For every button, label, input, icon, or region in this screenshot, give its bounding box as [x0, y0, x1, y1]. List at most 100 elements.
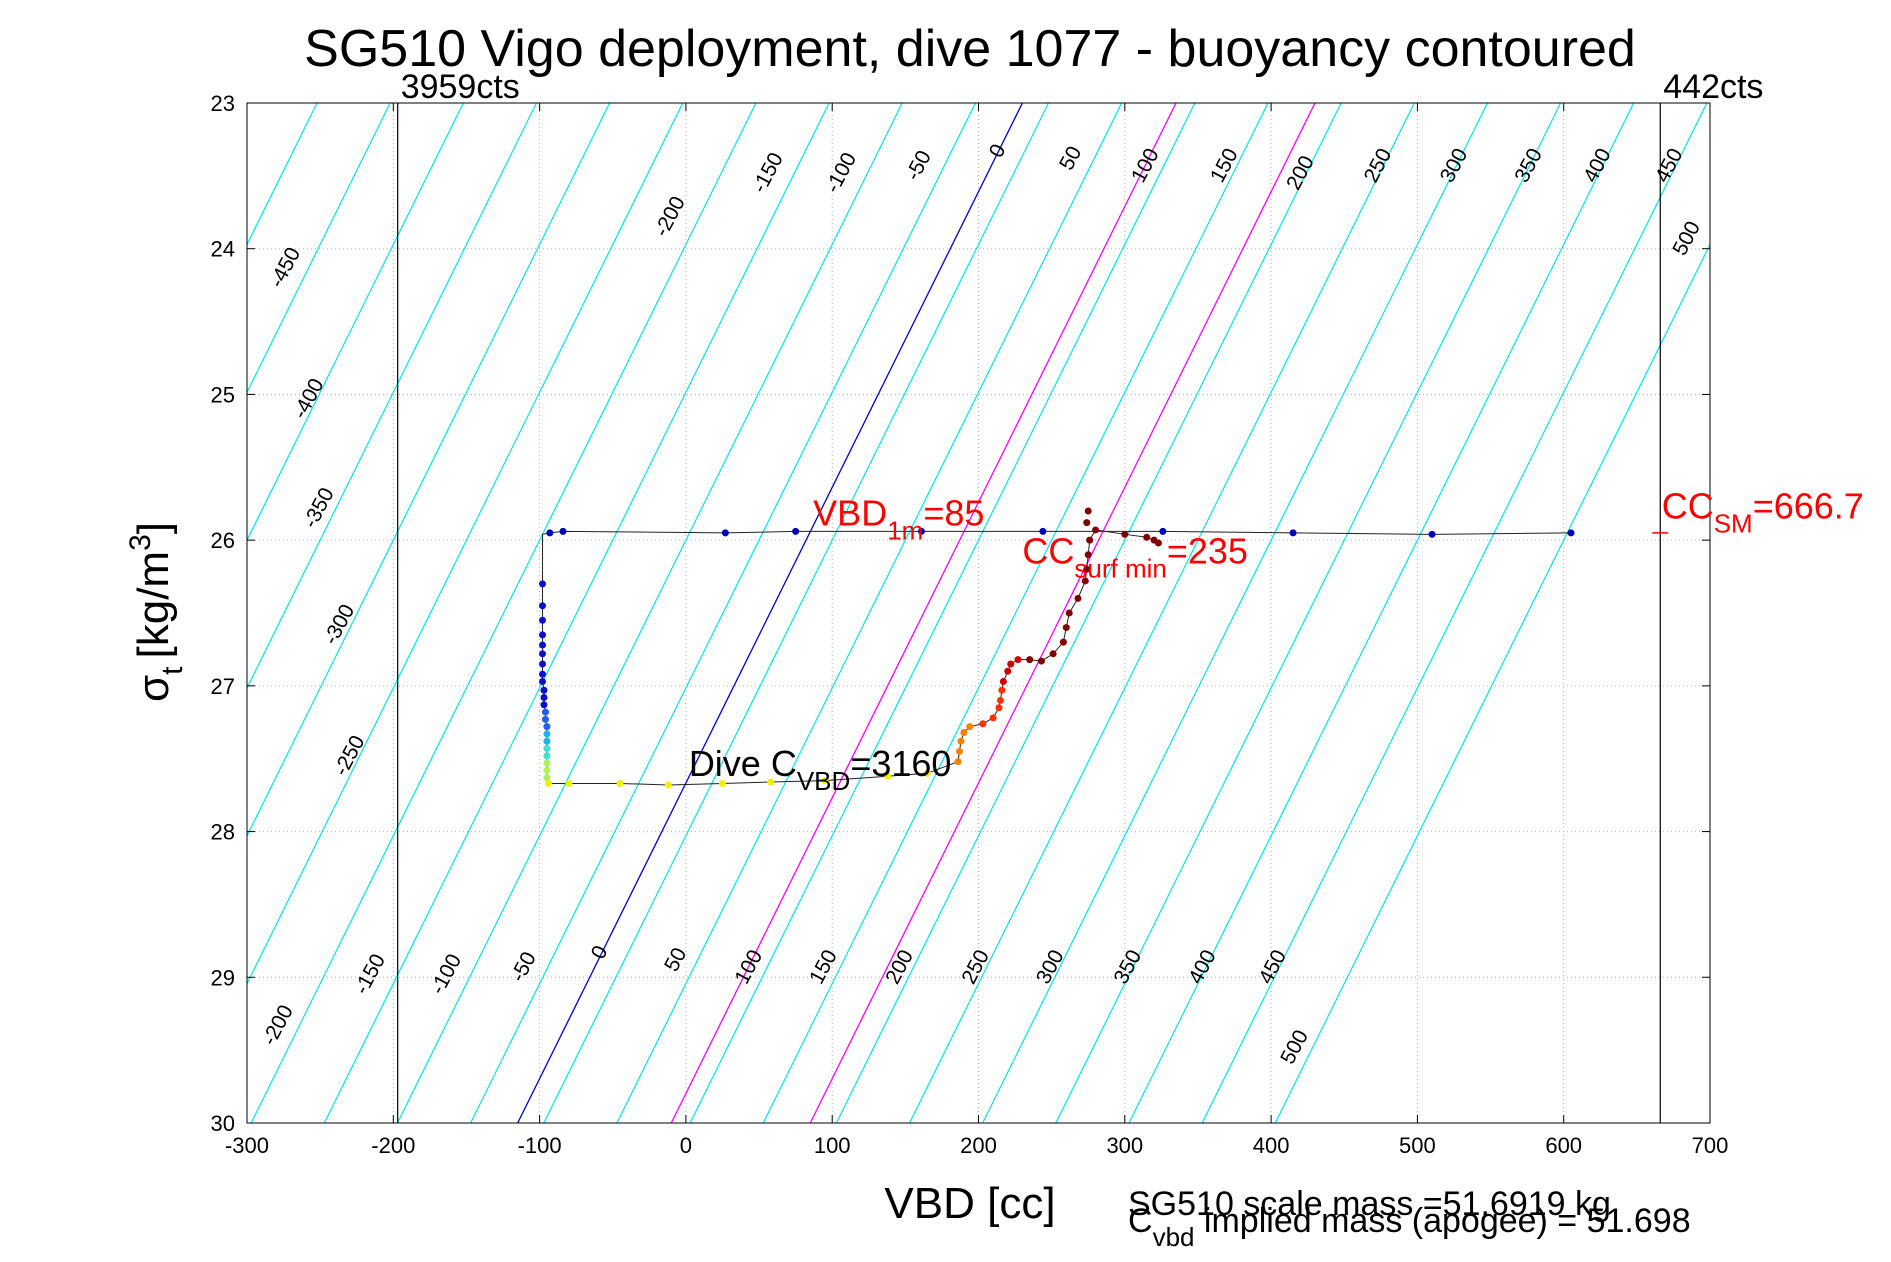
contour-line: [762, 103, 1269, 1123]
x-tick-label: 500: [1399, 1133, 1436, 1158]
contour-label: -450: [265, 244, 305, 292]
descent-point: [543, 737, 551, 745]
count-label: 442cts: [1663, 68, 1763, 106]
descent-point: [543, 745, 551, 753]
contour-label: 0: [985, 140, 1011, 161]
contour-label: -250: [330, 732, 370, 780]
bottom-point: [767, 778, 775, 786]
surface-point: [546, 529, 554, 537]
y-axis-label: σt[kg/m3]: [124, 522, 189, 702]
contour-line: [247, 103, 464, 542]
bottom-point: [884, 772, 892, 780]
ascent-point: [1084, 551, 1092, 559]
ascent-point: [1062, 624, 1070, 632]
contour-label: -200: [650, 193, 690, 241]
surface-point: [1039, 527, 1047, 535]
y-tick-label: 26: [211, 528, 235, 553]
contour-line: [250, 103, 757, 1123]
contour-line: [247, 103, 391, 394]
contour-line: [1201, 103, 1708, 1123]
contour-line: [1128, 103, 1635, 1123]
descent-point: [540, 694, 548, 702]
ascent-point: [979, 720, 987, 728]
ascent-point: [1121, 530, 1129, 538]
contour-label: 0: [587, 942, 613, 963]
surface-point: [1159, 527, 1167, 535]
magenta-line: [809, 103, 1316, 1123]
contour-line: [689, 103, 1196, 1123]
descent-point: [543, 766, 551, 774]
contour-label: -50: [506, 948, 541, 986]
descent-point: [541, 715, 549, 723]
contour-label: 500: [1276, 1026, 1313, 1068]
contour-label: 200: [881, 946, 918, 988]
y-tick-label: 23: [211, 91, 235, 116]
contour-line: [1055, 103, 1562, 1123]
magenta-line: [670, 103, 1177, 1123]
contour-line: [1274, 243, 1710, 1123]
contour-line: [616, 103, 1123, 1123]
ascent-point: [1083, 565, 1091, 573]
ascent-point: [995, 704, 1003, 712]
axis-ticks: -300 -200 -100 0 100 200 300 400 500 600 700232425…: [211, 91, 1729, 1158]
dive-points: [539, 507, 1575, 789]
ascent-point: [1049, 650, 1057, 658]
ascent-point: [996, 696, 1004, 704]
contour-label: 400: [1184, 946, 1221, 988]
contour-label: 100: [1127, 145, 1164, 187]
x-axis-label: VBD [cc]: [884, 1179, 1055, 1228]
contour-label: 500: [1668, 218, 1705, 260]
descent-point: [540, 686, 548, 694]
x-tick-label: 300: [1106, 1133, 1143, 1158]
count-label: 3959cts: [401, 68, 520, 106]
y-tick-label: 29: [211, 965, 235, 990]
contour-label: -100: [821, 149, 861, 197]
descent-point: [540, 701, 548, 709]
contour-label: 150: [1206, 145, 1243, 187]
contour-line: [908, 103, 1415, 1123]
contour-label: -350: [299, 484, 339, 532]
contour-line: [247, 103, 538, 690]
surface-point: [1428, 530, 1436, 538]
descent-point: [543, 759, 551, 767]
contour-line: [835, 103, 1342, 1123]
annotation-ccsurf: CCsurf min=235: [1022, 530, 1248, 583]
contour-label: 450: [1651, 145, 1688, 187]
descent-point: [539, 660, 547, 668]
x-tick-label: -200: [371, 1133, 415, 1158]
ascent-point: [1014, 656, 1022, 664]
ascent-point: [1007, 660, 1015, 668]
contour-label: 100: [731, 946, 768, 988]
bottom-point: [664, 781, 672, 789]
y-tick-label: 30: [211, 1111, 235, 1136]
annotation-vbd1m: VBD1m=85: [813, 493, 984, 546]
ascent-point: [966, 723, 974, 731]
surface-point: [917, 527, 925, 535]
surface-point: [559, 527, 567, 535]
contour-label: 50: [660, 944, 691, 975]
bottom-point: [544, 779, 552, 787]
ascent-point: [1026, 656, 1034, 664]
ascent-point: [1074, 594, 1082, 602]
annotation-divecvbd: Dive CVBD=3160: [689, 743, 952, 796]
y-tick-label: 25: [211, 382, 235, 407]
contour-line: [247, 103, 611, 838]
descent-point: [543, 730, 551, 738]
surface-point: [1289, 529, 1297, 537]
ascent-point: [957, 737, 965, 745]
ascent-point: [1154, 539, 1162, 547]
contour-line: [0, 103, 244, 1123]
descent-point: [539, 641, 547, 649]
contour-label: 50: [1055, 143, 1086, 174]
ascent-point: [1037, 657, 1045, 665]
contour-labels: -450 -400 -350 -300 -250 -200 -150 -100 -50 0 50 10…: [258, 140, 1705, 1068]
annotations: VBD1m=85 CCsurf min=235 CCSM=666.7 Dive CVB…: [689, 485, 1864, 796]
ascent-point: [1086, 536, 1094, 544]
descent-point: [539, 616, 547, 624]
ascent-point: [1143, 533, 1151, 541]
bottom-point: [821, 777, 829, 785]
contour-label: 450: [1254, 946, 1291, 988]
contour-label: -150: [350, 950, 390, 998]
contour-label: -300: [319, 601, 359, 649]
